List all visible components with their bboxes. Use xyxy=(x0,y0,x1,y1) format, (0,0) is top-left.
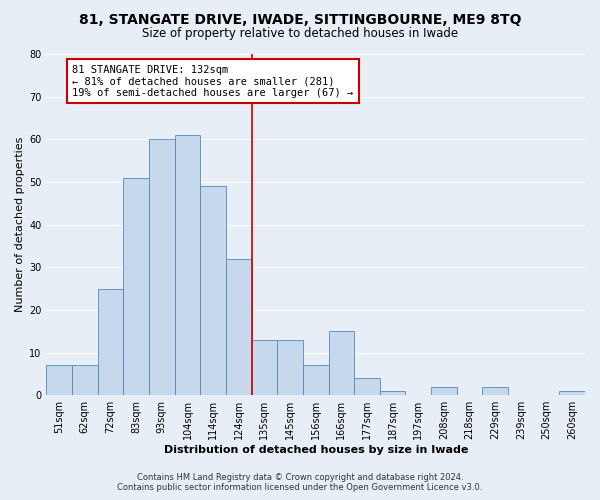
Bar xyxy=(482,386,508,395)
Bar xyxy=(431,386,457,395)
Text: 81 STANGATE DRIVE: 132sqm
← 81% of detached houses are smaller (281)
19% of semi: 81 STANGATE DRIVE: 132sqm ← 81% of detac… xyxy=(72,64,353,98)
Bar xyxy=(124,178,149,395)
Text: 81, STANGATE DRIVE, IWADE, SITTINGBOURNE, ME9 8TQ: 81, STANGATE DRIVE, IWADE, SITTINGBOURNE… xyxy=(79,12,521,26)
Bar xyxy=(277,340,303,395)
Bar xyxy=(559,391,585,395)
Bar xyxy=(98,288,124,395)
Bar xyxy=(226,258,251,395)
Bar xyxy=(46,366,72,395)
Bar xyxy=(149,140,175,395)
Bar xyxy=(329,331,354,395)
Bar xyxy=(303,366,329,395)
Text: Contains HM Land Registry data © Crown copyright and database right 2024.
Contai: Contains HM Land Registry data © Crown c… xyxy=(118,473,482,492)
Bar xyxy=(251,340,277,395)
Text: Size of property relative to detached houses in Iwade: Size of property relative to detached ho… xyxy=(142,28,458,40)
Bar xyxy=(72,366,98,395)
X-axis label: Distribution of detached houses by size in Iwade: Distribution of detached houses by size … xyxy=(164,445,468,455)
Bar xyxy=(380,391,406,395)
Y-axis label: Number of detached properties: Number of detached properties xyxy=(15,137,25,312)
Bar xyxy=(354,378,380,395)
Bar xyxy=(200,186,226,395)
Bar xyxy=(175,135,200,395)
